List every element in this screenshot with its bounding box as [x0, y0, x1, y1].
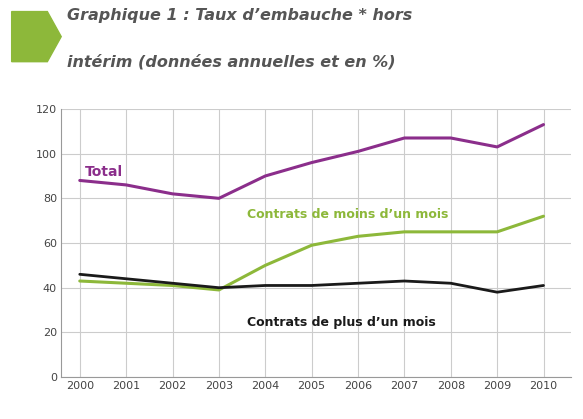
Text: intérim (données annuelles et en %): intérim (données annuelles et en %)	[67, 54, 396, 70]
Text: Contrats de moins d’un mois: Contrats de moins d’un mois	[247, 208, 448, 221]
Polygon shape	[12, 12, 61, 62]
Text: Graphique 1 : Taux d’embauche * hors: Graphique 1 : Taux d’embauche * hors	[67, 8, 412, 23]
Text: Contrats de plus d’un mois: Contrats de plus d’un mois	[247, 316, 436, 328]
Text: Total: Total	[85, 165, 122, 179]
